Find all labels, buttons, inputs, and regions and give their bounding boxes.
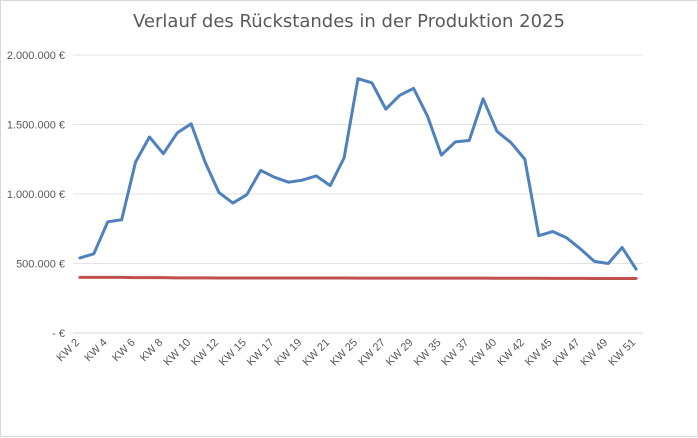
series-line-1 [78,77,638,271]
x-tick-label: KW 21 [300,337,332,369]
y-tick-label: 1.000.000 € [7,189,65,201]
chart-title: Verlauf des Rückstandes in der Produktio… [133,11,565,32]
x-tick-label: KW 45 [523,337,555,369]
x-tick-label: KW 2 [55,337,83,365]
x-tick-label: KW 37 [440,337,472,369]
x-tick-label: KW 15 [217,337,249,369]
x-tick-label: KW 17 [245,337,277,369]
x-tick-label: KW 35 [412,337,444,369]
x-tick-label: KW 29 [384,337,416,369]
x-tick-label: KW 40 [467,337,499,369]
x-tick-label: KW 10 [161,337,193,369]
y-tick-label: - € [52,328,65,340]
y-tick-label: 2.000.000 € [7,50,65,62]
x-tick-label: KW 47 [551,337,583,369]
series-line-2 [78,275,638,281]
y-tick-label: 500.000 € [16,259,65,271]
y-tick-label: 1.500.000 € [7,120,65,132]
x-tick-label: KW 6 [110,337,138,365]
x-tick-label: KW 4 [82,337,110,365]
x-tick-label: KW 25 [328,337,360,369]
x-tick-label: KW 51 [606,337,638,369]
x-tick-label: KW 19 [273,337,305,369]
x-tick-label: KW 27 [356,337,388,369]
x-tick-label: KW 12 [189,337,221,369]
x-tick-label: KW 42 [495,337,527,369]
x-tick-label: KW 49 [579,337,611,369]
